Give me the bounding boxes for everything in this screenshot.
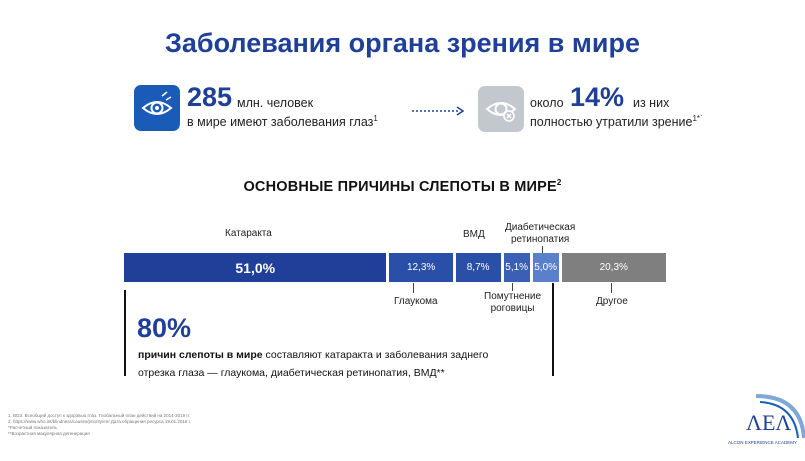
label-cataract: Катаракта <box>225 228 272 239</box>
stat1-unit: млн. человек <box>237 96 314 110</box>
bar-other: 20,3% <box>561 253 666 282</box>
glaucoma-tick <box>413 283 414 293</box>
chart-subtitle: ОСНОВНЫЕ ПРИЧИНЫ СЛЕПОТЫ В МИРЕ2 <box>243 178 562 195</box>
stat2-line2: полностью утратили зрение1*` <box>530 114 703 130</box>
label-corneal: Помутнение роговицы <box>484 291 542 314</box>
label-glaucoma: Глаукома <box>394 296 438 307</box>
bar-value-label: 12,3% <box>406 262 436 273</box>
bar-diabetic: 5,0% <box>532 253 559 282</box>
arrow-right-icon <box>412 106 464 116</box>
footnotes: 1. ВОЗ. Всеобщий доступ к здоровью глаз.… <box>8 413 192 436</box>
stat1-number: 285 <box>187 82 233 112</box>
svg-text:ALCON EXPERIENCE ACADEMY: ALCON EXPERIENCE ACADEMY <box>728 440 797 445</box>
bar-glaucoma: 12,3% <box>389 253 453 282</box>
eye-icon <box>134 85 180 131</box>
bar-value-label: 5,1% <box>505 262 529 273</box>
label-diabetic: Диабетическая ретинопатия <box>505 222 576 245</box>
bar-amd: 8,7% <box>455 253 501 282</box>
page-title: Заболевания органа зрения в мире <box>164 28 640 58</box>
blind-eye-icon <box>478 86 524 132</box>
label-other: Другое <box>596 296 628 307</box>
other-tick <box>611 283 612 293</box>
summary-percentage: 80% <box>137 313 192 343</box>
diabetic-tick <box>542 246 543 253</box>
bracket-left-line <box>124 290 126 376</box>
stat1-line2: в мире имеют заболевания глаз1 <box>187 114 378 130</box>
bar-corneal: 5,1% <box>503 253 530 282</box>
stat2-prefix: около <box>530 96 564 110</box>
stat2-number: 14% <box>570 82 625 112</box>
stat2-suffix: из них <box>633 96 670 110</box>
academy-logo: ΛEΛ ALCON EXPERIENCE ACADEMY <box>716 392 805 456</box>
bar-cataract: 51,0% <box>124 253 387 282</box>
bracket-right-line <box>552 283 554 376</box>
corneal-tick <box>512 283 513 291</box>
bar-value-label: 51,0% <box>235 259 276 276</box>
summary-text: причин слепоты в мире составляют катарак… <box>138 349 489 379</box>
label-amd: ВМД <box>463 229 485 240</box>
svg-text:ΛEΛ: ΛEΛ <box>746 410 791 435</box>
bar-value-label: 8,7% <box>466 262 490 273</box>
bar-value-label: 20,3% <box>599 262 628 273</box>
bar-value-label: 5,0% <box>534 262 558 273</box>
